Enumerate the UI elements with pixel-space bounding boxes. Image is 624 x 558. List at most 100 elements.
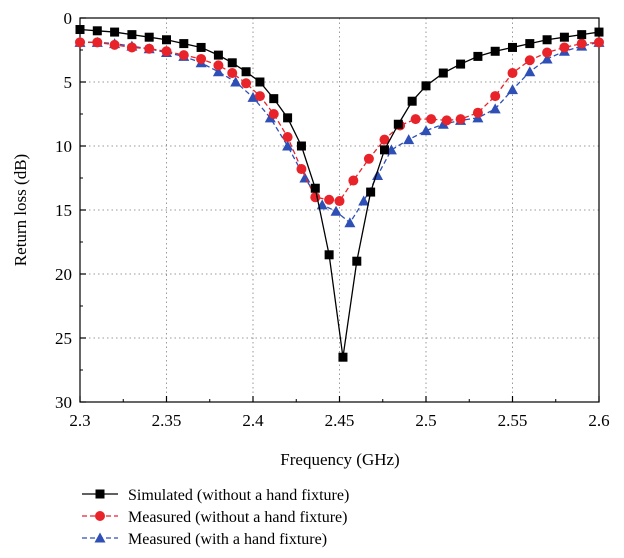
data-point <box>296 141 306 151</box>
data-point <box>254 91 265 102</box>
data-point <box>227 68 238 79</box>
y-tick-label: 0 <box>64 9 73 28</box>
data-point <box>330 205 342 216</box>
data-point <box>126 42 137 53</box>
data-point <box>230 76 242 87</box>
data-point <box>455 114 466 125</box>
data-point <box>338 352 348 362</box>
data-point <box>541 53 553 64</box>
data-point <box>127 30 137 40</box>
data-point <box>490 46 500 56</box>
series-line <box>80 41 600 224</box>
x-tick-label: 2.6 <box>588 411 609 430</box>
y-tick-label: 30 <box>55 393 72 412</box>
data-point <box>352 256 362 266</box>
data-point <box>358 195 370 206</box>
data-point <box>426 114 437 125</box>
y-tick-label: 10 <box>55 137 72 156</box>
data-point <box>379 145 389 155</box>
data-point <box>594 37 604 48</box>
legend-marker <box>95 511 105 521</box>
data-point <box>456 59 466 69</box>
data-point <box>282 140 294 151</box>
data-point <box>542 35 552 45</box>
data-point <box>161 46 172 57</box>
data-point <box>407 96 417 106</box>
data-point <box>268 109 279 119</box>
legend-item: Measured (with a hand fixture) <box>82 531 327 548</box>
y-axis-label: Return loss (dB) <box>11 154 30 266</box>
data-point <box>179 39 189 49</box>
data-point <box>196 42 206 52</box>
data-point <box>524 66 536 77</box>
x-tick-label: 2.55 <box>498 411 528 430</box>
data-point <box>576 38 587 49</box>
x-axis-label: Frequency (GHz) <box>280 450 399 469</box>
data-point <box>403 134 415 145</box>
data-point <box>109 39 120 50</box>
data-point <box>334 196 345 207</box>
y-tick-label: 15 <box>55 201 72 220</box>
data-point <box>241 67 251 77</box>
data-point <box>75 25 85 35</box>
data-point <box>594 27 604 37</box>
data-point <box>213 60 224 71</box>
grid <box>80 18 599 402</box>
data-point <box>366 187 376 197</box>
data-point <box>472 107 483 118</box>
data-point <box>283 113 293 123</box>
series-square <box>75 25 604 362</box>
data-point <box>269 94 279 104</box>
data-point <box>324 250 334 260</box>
data-point <box>247 91 259 102</box>
legend-label: Measured (with a hand fixture) <box>128 531 327 548</box>
legend-item: Simulated (without a hand fixture) <box>82 487 349 504</box>
data-point <box>92 37 103 48</box>
y-tick-label: 20 <box>55 265 72 284</box>
legend-label: Simulated (without a hand fixture) <box>128 487 349 504</box>
data-point <box>310 192 321 203</box>
data-point <box>299 172 311 183</box>
data-point <box>420 125 432 136</box>
data-point <box>507 84 518 95</box>
data-point <box>178 50 189 61</box>
data-point <box>577 30 587 40</box>
legend-marker <box>94 532 106 543</box>
data-point <box>559 42 570 53</box>
data-point <box>542 47 553 58</box>
data-point <box>162 35 171 45</box>
data-point <box>255 77 265 87</box>
axis-ticks: 2.3 2.35 2.4 2.45 2.5 2.55 2.6 0 5 10 15 20 25 30 <box>55 9 610 430</box>
x-tick-label: 2.5 <box>415 411 436 430</box>
data-point <box>438 68 448 78</box>
y-tick-label: 5 <box>64 73 73 92</box>
data-point <box>441 115 452 126</box>
data-point <box>296 164 307 175</box>
data-point <box>421 81 431 91</box>
series-line <box>79 28 600 358</box>
data-point <box>363 153 374 164</box>
data-point <box>144 32 154 42</box>
data-point <box>473 51 483 61</box>
data-point <box>227 58 237 68</box>
data-point <box>507 68 518 79</box>
data-point <box>241 78 252 89</box>
y-tick-label: 25 <box>55 329 72 348</box>
data-point <box>344 217 356 228</box>
legend: Simulated (without a hand fixture) Measur… <box>82 487 349 548</box>
legend-marker <box>95 489 105 499</box>
data-point <box>282 132 293 143</box>
data-point <box>379 134 390 145</box>
data-point <box>559 32 569 42</box>
data-point <box>410 114 421 125</box>
legend-label: Measured (without a hand fixture) <box>128 509 347 526</box>
data-point <box>213 50 223 60</box>
data-point <box>310 183 320 193</box>
data-point <box>212 66 224 77</box>
data-point <box>524 55 535 66</box>
data-point <box>489 103 501 114</box>
legend-item: Measured (without a hand fixture) <box>82 509 347 526</box>
x-tick-label: 2.4 <box>242 411 264 430</box>
data-point <box>144 43 155 54</box>
